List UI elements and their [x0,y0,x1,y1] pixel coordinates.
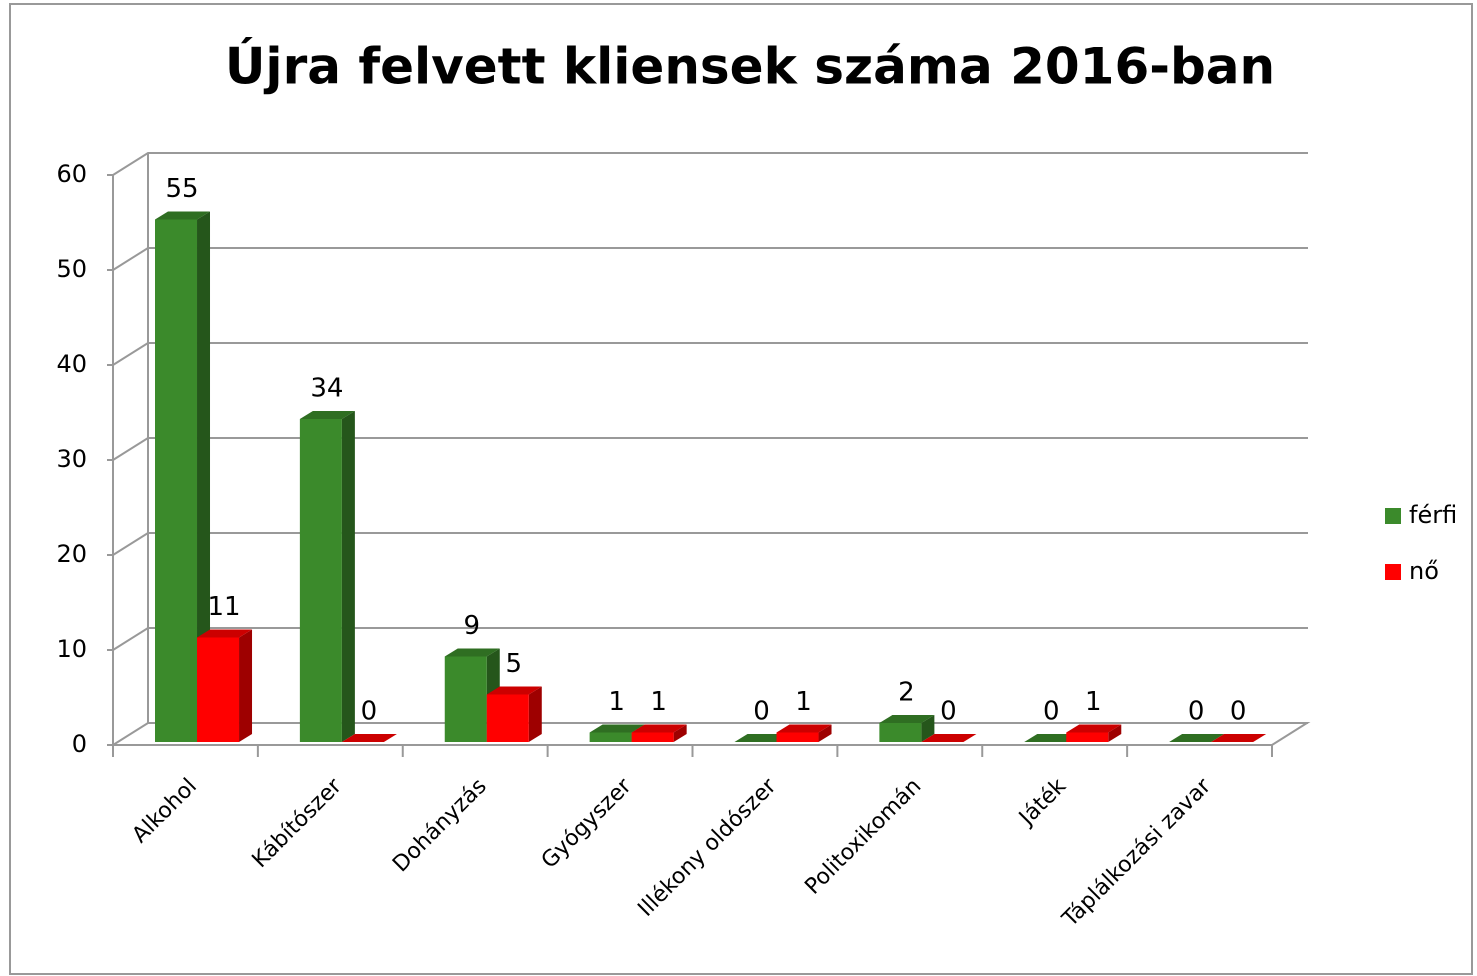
bar-top [879,715,935,723]
value-label: 0 [940,697,957,727]
bar-top [486,686,542,695]
bar [631,732,674,742]
bar [879,723,922,742]
bar-top [921,734,977,742]
value-label: 2 [898,678,915,708]
grid-line [112,247,1308,271]
bar [155,219,198,742]
bar-top [1066,724,1122,733]
bar-top [589,724,645,733]
value-label: 0 [361,697,378,727]
value-label: 9 [463,611,480,641]
value-label: 5 [505,649,522,679]
bar-top [299,411,355,419]
value-label: 1 [795,687,812,717]
bar-top [1211,734,1267,742]
bar-side [818,724,832,742]
bar-top [776,724,832,733]
bar-top [197,629,253,638]
bar [486,694,529,742]
bar-top [341,734,397,742]
bar-side [921,715,935,742]
value-label: 0 [1043,697,1060,727]
y-tick-label: 60 [56,160,87,188]
bar [776,732,819,742]
bar [1066,732,1109,742]
y-tick-label: 10 [56,635,87,663]
bar [589,732,632,742]
bar-side [528,686,542,742]
value-label: 1 [608,687,625,717]
y-tick-label: 40 [56,350,87,378]
bar-top [1169,734,1225,742]
value-label: 34 [310,374,343,404]
legend-swatch [1385,564,1401,580]
y-tick-label: 50 [56,255,87,283]
value-label: 1 [650,687,667,717]
bar [444,656,487,742]
grid-line [112,532,1308,556]
bar-top [734,734,790,742]
bar-top [155,211,211,220]
bar-top [444,648,500,657]
bar-side [197,211,211,742]
grid-line [112,437,1308,461]
bar-top [1024,734,1080,742]
bar-side [673,724,687,742]
grid-line [112,152,1308,176]
value-label: 0 [753,697,770,727]
y-tick-label: 30 [56,445,87,473]
value-label: 0 [1188,697,1205,727]
bar [299,419,342,742]
chart-title: Újra felvett kliensek száma 2016-ban [225,37,1275,96]
chart-border [9,3,1473,975]
grid-line [112,342,1308,366]
value-label: 11 [207,592,240,622]
value-label: 1 [1085,687,1102,717]
bar-side [341,411,355,742]
bar [197,637,240,742]
value-label: 55 [165,174,198,204]
y-tick-label: 20 [56,540,87,568]
bar-side [239,629,253,742]
y-tick-label: 0 [72,730,87,758]
bar-side [1108,724,1122,742]
legend-label: nő [1409,557,1439,585]
value-label: 0 [1230,697,1247,727]
legend-swatch [1385,508,1401,524]
grid-line [112,627,1308,651]
legend-label: férfi [1409,501,1457,529]
bar-top [631,724,687,733]
